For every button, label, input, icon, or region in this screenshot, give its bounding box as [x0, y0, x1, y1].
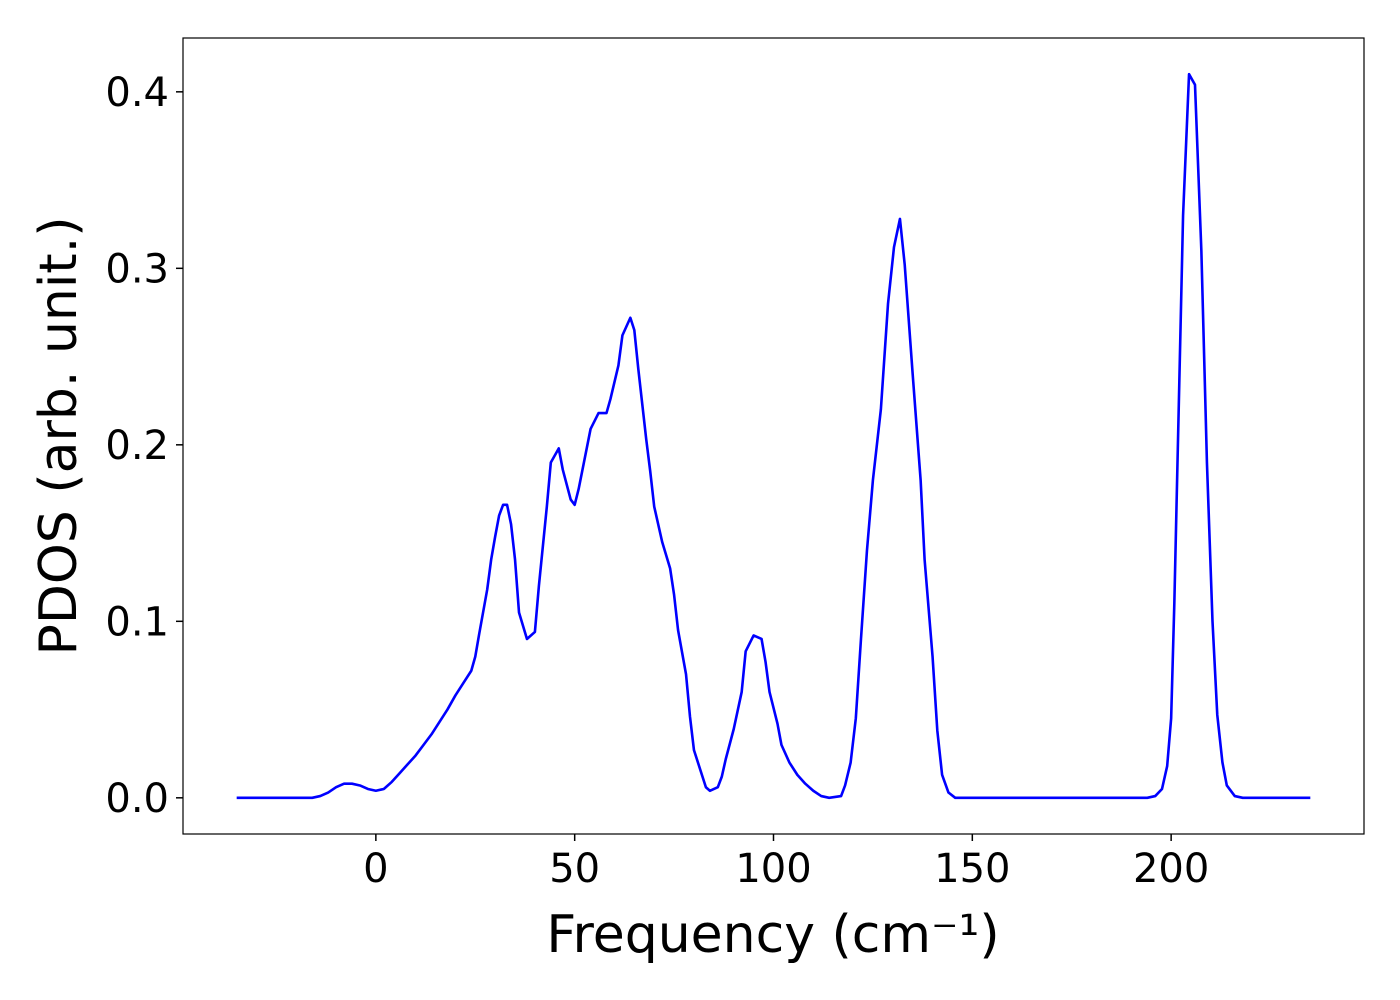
y-tick-label: 0.0	[105, 776, 169, 822]
plot-frame	[182, 37, 1365, 835]
x-tick-label: 100	[735, 846, 811, 892]
x-axis-label: Frequency (cm⁻¹)	[546, 905, 999, 965]
y-axis-label: PDOS (arb. unit.)	[29, 216, 89, 655]
pdos-line	[236, 72, 1311, 800]
x-tick-label: 50	[549, 846, 600, 892]
y-tick-label: 0.1	[105, 599, 169, 645]
y-tick-label: 0.4	[105, 70, 169, 116]
y-tick-label: 0.2	[105, 423, 169, 469]
x-tick-label: 150	[934, 846, 1010, 892]
x-tick-label: 0	[363, 846, 388, 892]
x-tick-label: 200	[1133, 846, 1209, 892]
y-tick-label: 0.3	[105, 246, 169, 292]
